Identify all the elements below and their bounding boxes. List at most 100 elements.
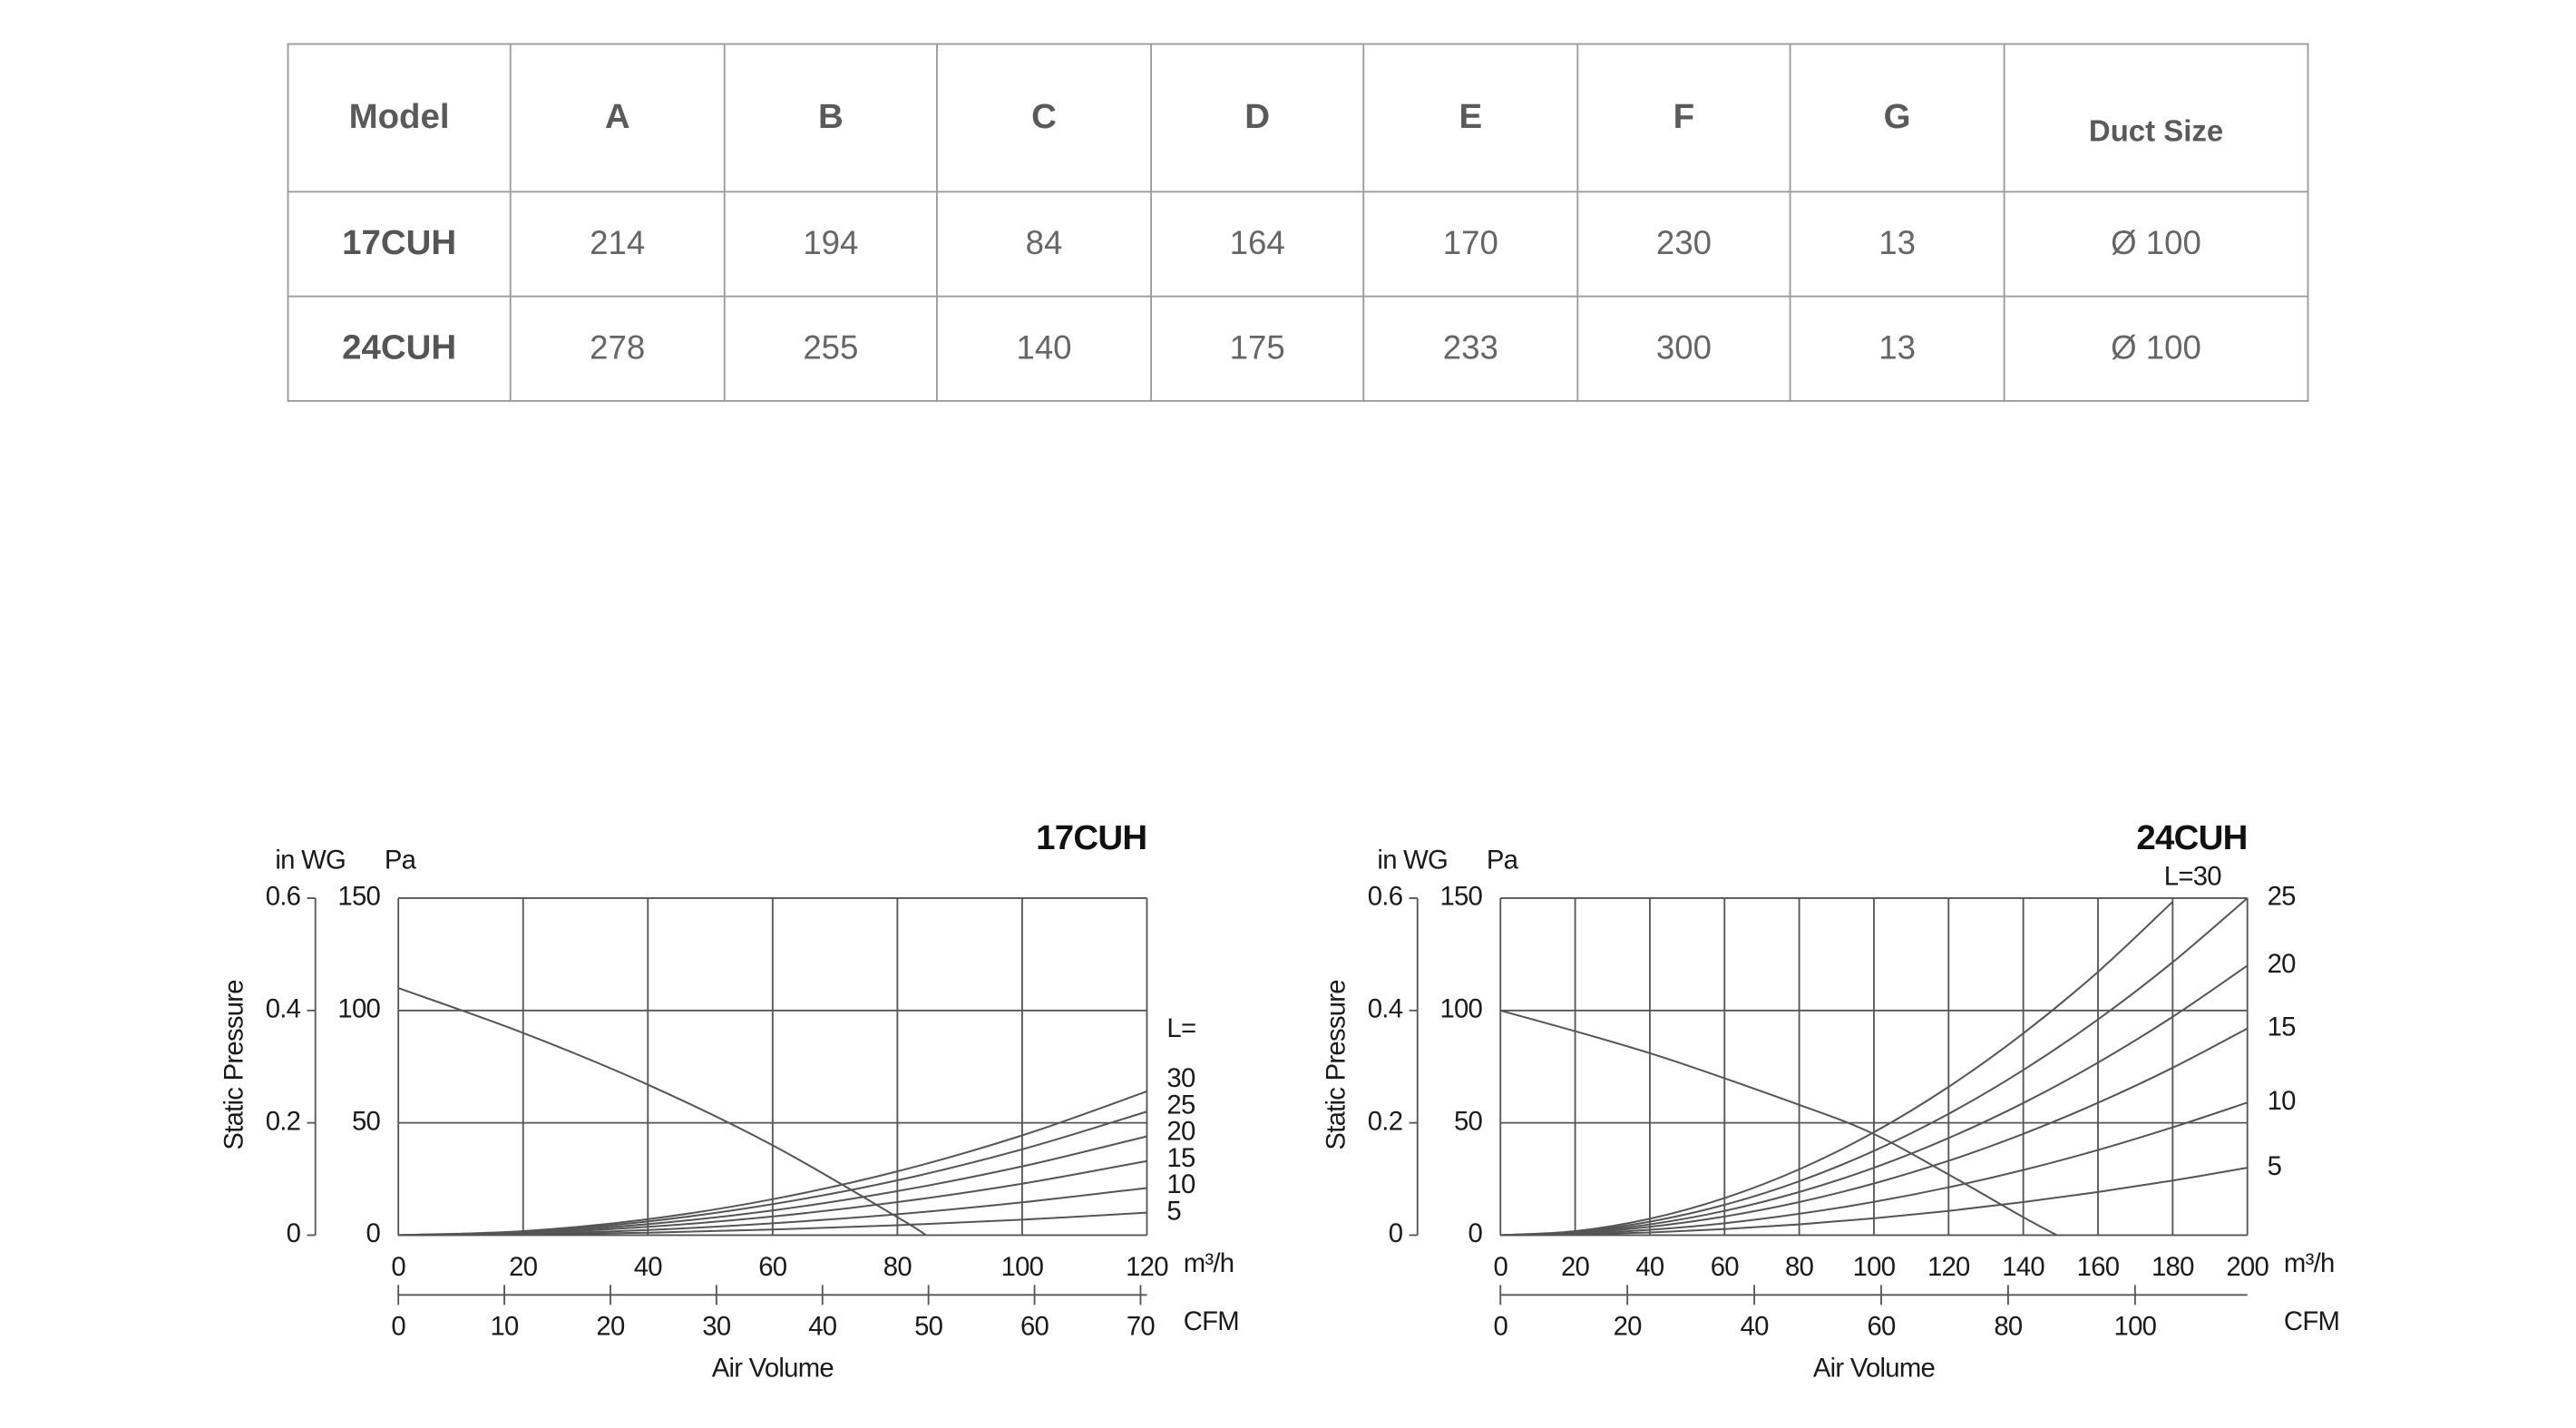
y-tick-label: 100 [337,995,380,1024]
value-cell: 13 [1789,295,2005,402]
x2-tick-label: 40 [808,1313,837,1342]
x-axis-label: Air Volume [712,1354,834,1383]
header-cell: E [1362,43,1579,193]
series-label: 15 [1166,1144,1195,1173]
x-unit: m³/h [2284,1249,2335,1278]
y-tick-label: 150 [337,883,380,912]
series-label: 15 [2268,1012,2297,1042]
header-cell: D [1150,43,1365,193]
duct-curve [1500,901,2174,1237]
y2-tick-label: 0.6 [1368,883,1403,912]
x-tick-label: 200 [2226,1253,2269,1282]
value-cell: 175 [1150,295,1365,402]
x2-unit: CFM [2284,1307,2339,1336]
series-label: 10 [1166,1170,1195,1199]
header-cell: A [509,43,726,193]
x-tick-label: 40 [1635,1253,1664,1282]
series-label-prefix: L= [1166,1014,1195,1043]
x2-tick-label: 60 [1020,1313,1049,1342]
y2-tick-label: 0 [1389,1219,1403,1248]
x2-tick-label: 40 [1741,1313,1770,1342]
value-cell: 233 [1362,295,1579,402]
y2-tick-label: 0 [287,1219,301,1248]
duct-curve [398,1211,1147,1237]
x-tick-label: 40 [634,1253,663,1282]
y2-tick-label: 0.2 [1368,1107,1403,1136]
chart-title: 17CUH [1036,818,1147,857]
duct-curve [1500,1167,2248,1237]
y-unit: Pa [385,846,417,875]
x-tick-label: 100 [1001,1253,1044,1282]
x2-tick-label: 50 [914,1313,943,1342]
x-unit: m³/h [1184,1249,1234,1278]
y-tick-label: 50 [352,1107,381,1136]
value-cell: 170 [1362,191,1579,298]
x2-tick-label: 0 [1493,1313,1508,1342]
y2-unit: in WG [1377,846,1448,875]
x-tick-label: 120 [1126,1253,1168,1282]
series-label: 25 [2268,883,2297,912]
x-tick-label: 180 [2152,1253,2194,1282]
series-label: 5 [1166,1197,1181,1226]
x2-tick-label: 60 [1867,1313,1896,1342]
x-tick-label: 140 [2002,1253,2044,1282]
x-tick-label: 160 [2077,1253,2120,1282]
x-tick-label: 20 [1561,1253,1590,1282]
spec-table: Model A B C D E F G Duct Size 17CUH 214 194 84 164 170… [287,43,2309,402]
header-cell: F [1576,43,1791,193]
fan-curve [1499,1009,2058,1237]
x2-tick-label: 20 [596,1313,625,1342]
header-row: Model A B C D E F G Duct Size [287,43,2309,193]
value-cell: 300 [1576,295,1791,402]
y-tick-label: 150 [1439,883,1482,912]
x-tick-label: 0 [1493,1253,1508,1282]
header-cell: Model [287,43,512,193]
y-tick-label: 0 [366,1219,381,1248]
duct-curve [1500,1101,2249,1237]
series-label: 5 [2268,1152,2282,1181]
x2-unit: CFM [1184,1307,1239,1336]
series-label: L=30 [2164,863,2221,892]
x2-tick-label: 100 [2114,1313,2157,1342]
series-label: 20 [1166,1118,1195,1147]
value-cell: Ø 100 [2003,191,2309,298]
y2-tick-label: 0.6 [266,883,301,912]
series-label: 25 [1166,1091,1195,1120]
y2-tick-label: 0.2 [266,1107,301,1136]
chart-title: 24CUH [2136,818,2247,857]
value-cell: 255 [723,295,938,402]
x-tick-label: 60 [1711,1253,1740,1282]
x-tick-label: 0 [391,1253,405,1282]
y-tick-label: 100 [1439,995,1482,1024]
x2-tick-label: 70 [1127,1313,1156,1342]
fan-curve [397,987,927,1237]
x-tick-label: 20 [509,1253,538,1282]
series-label: 30 [1166,1064,1195,1093]
duct-curve [1500,964,2249,1237]
y2-tick-label: 0.4 [266,995,301,1024]
header-cell: C [936,43,1152,193]
duct-curve [1500,897,2249,1237]
x-axis-label: Air Volume [1813,1354,1935,1383]
x-tick-label: 60 [758,1253,787,1282]
duct-curve [1500,1027,2249,1237]
value-cell: Ø 100 [2003,295,2309,402]
value-cell: 194 [723,191,938,298]
x2-tick-label: 30 [702,1313,731,1342]
value-cell: 140 [936,295,1152,402]
y-axis-label: Static Pressure [220,980,249,1149]
x-tick-label: 120 [1927,1253,1970,1282]
x2-tick-label: 20 [1614,1313,1643,1342]
x2-tick-label: 80 [1994,1313,2023,1342]
series-label: 10 [2268,1087,2297,1116]
y2-tick-label: 0.4 [1368,995,1403,1024]
x2-tick-label: 10 [491,1313,520,1342]
y-axis-label: Static Pressure [1322,980,1351,1149]
table-row: 24CUH 278 255 140 175 233 300 13 Ø 100 [287,295,2309,402]
header-cell: Duct Size [2003,43,2309,193]
model-cell: 24CUH [287,295,512,402]
value-cell: 13 [1789,191,2005,298]
y-tick-label: 0 [1469,1219,1483,1248]
y2-unit: in WG [275,846,346,875]
